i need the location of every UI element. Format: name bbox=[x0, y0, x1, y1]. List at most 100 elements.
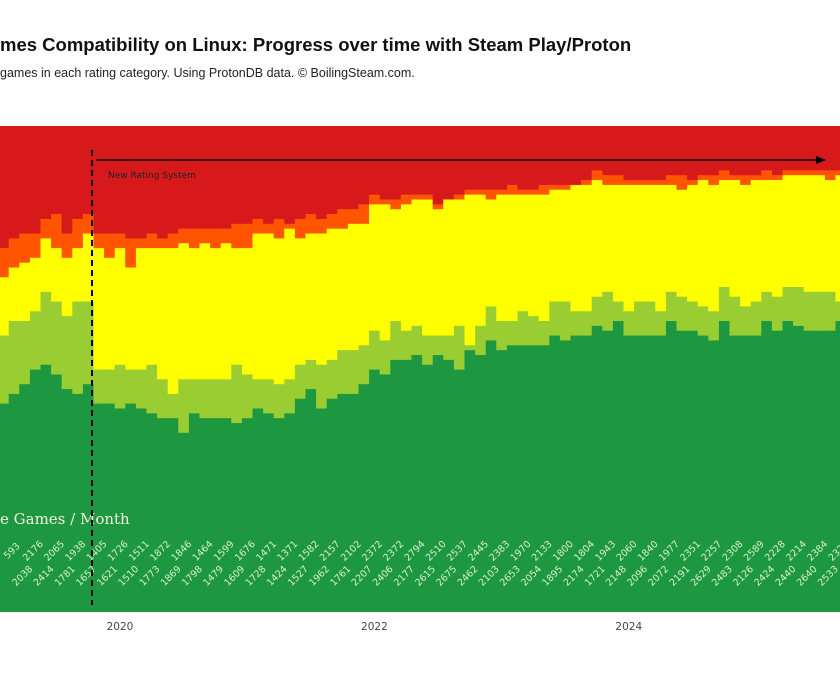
area-segment-3 bbox=[210, 228, 222, 249]
x-tick-label: 2022 bbox=[361, 621, 388, 633]
area-segment-1 bbox=[687, 300, 699, 331]
area-segment-1 bbox=[231, 364, 243, 424]
area-segment-4 bbox=[135, 126, 148, 239]
area-segment-4 bbox=[326, 126, 338, 215]
area-segment-4 bbox=[337, 126, 349, 210]
area-segment-4 bbox=[61, 126, 73, 234]
area-segment-1 bbox=[51, 300, 63, 375]
area-segment-0 bbox=[72, 393, 84, 612]
area-segment-3 bbox=[644, 179, 656, 185]
area-segment-2 bbox=[581, 184, 593, 312]
area-segment-4 bbox=[528, 126, 540, 190]
area-segment-0 bbox=[835, 320, 840, 612]
area-segment-1 bbox=[135, 369, 148, 409]
area-segment-4 bbox=[146, 126, 158, 234]
area-segment-1 bbox=[559, 300, 572, 341]
area-segment-0 bbox=[761, 320, 773, 612]
area-segment-4 bbox=[824, 126, 837, 171]
area-segment-1 bbox=[793, 286, 805, 326]
area-segment-1 bbox=[284, 378, 296, 414]
area-segment-1 bbox=[485, 305, 497, 341]
area-segment-4 bbox=[602, 126, 614, 176]
area-segment-4 bbox=[432, 126, 444, 205]
area-segment-0 bbox=[453, 369, 466, 612]
area-segment-4 bbox=[697, 126, 709, 176]
new-rating-label: New Rating System bbox=[108, 171, 196, 181]
area-segment-2 bbox=[326, 228, 338, 360]
area-segment-0 bbox=[390, 359, 402, 612]
area-segment-2 bbox=[475, 194, 487, 326]
area-segment-2 bbox=[665, 184, 678, 292]
area-segment-3 bbox=[718, 169, 731, 181]
area-segment-0 bbox=[294, 398, 307, 612]
area-segment-0 bbox=[506, 344, 519, 612]
area-segment-3 bbox=[771, 174, 784, 181]
area-segment-1 bbox=[644, 300, 656, 336]
area-segment-4 bbox=[390, 126, 402, 200]
area-segment-2 bbox=[464, 194, 476, 346]
area-segment-4 bbox=[273, 126, 285, 219]
area-segment-0 bbox=[824, 330, 837, 612]
area-segment-3 bbox=[591, 169, 603, 181]
area-segment-4 bbox=[517, 126, 529, 190]
area-segment-3 bbox=[241, 223, 254, 249]
area-segment-3 bbox=[803, 169, 815, 176]
area-segment-1 bbox=[581, 310, 593, 336]
area-segment-2 bbox=[612, 184, 625, 302]
area-segment-0 bbox=[220, 417, 232, 612]
area-segment-3 bbox=[506, 184, 519, 195]
area-segment-0 bbox=[337, 393, 349, 612]
area-segment-0 bbox=[114, 407, 126, 612]
area-segment-2 bbox=[740, 184, 752, 307]
area-segment-1 bbox=[570, 310, 582, 336]
area-segment-2 bbox=[104, 257, 116, 370]
area-segment-0 bbox=[485, 339, 497, 612]
area-segment-1 bbox=[316, 364, 328, 409]
area-segment-2 bbox=[0, 276, 10, 336]
area-segment-0 bbox=[814, 330, 826, 612]
area-segment-0 bbox=[231, 422, 243, 612]
area-segment-1 bbox=[72, 300, 84, 394]
area-segment-3 bbox=[263, 223, 275, 234]
area-segment-1 bbox=[422, 334, 434, 365]
area-segment-1 bbox=[157, 378, 169, 419]
area-segment-0 bbox=[273, 417, 285, 612]
area-segment-1 bbox=[178, 378, 190, 433]
area-segment-3 bbox=[496, 189, 508, 195]
area-segment-4 bbox=[241, 126, 254, 224]
area-segment-2 bbox=[231, 247, 243, 365]
area-segment-4 bbox=[220, 126, 232, 229]
area-segment-4 bbox=[559, 126, 572, 185]
area-segment-3 bbox=[93, 232, 105, 249]
area-segment-2 bbox=[157, 247, 169, 380]
area-segment-0 bbox=[676, 330, 688, 612]
area-segment-3 bbox=[581, 179, 593, 185]
area-segment-3 bbox=[761, 169, 773, 181]
area-segment-1 bbox=[676, 296, 688, 331]
area-segment-1 bbox=[8, 320, 20, 394]
area-segment-3 bbox=[294, 218, 307, 239]
area-segment-1 bbox=[411, 325, 423, 356]
area-segment-0 bbox=[199, 417, 211, 612]
area-segment-0 bbox=[379, 373, 391, 612]
area-segment-2 bbox=[220, 242, 232, 380]
area-segment-4 bbox=[19, 126, 31, 234]
area-segment-4 bbox=[538, 126, 550, 185]
area-segment-3 bbox=[559, 184, 572, 190]
area-segment-0 bbox=[51, 373, 63, 612]
area-segment-1 bbox=[528, 315, 540, 346]
area-segment-4 bbox=[284, 126, 296, 224]
area-segment-4 bbox=[263, 126, 275, 224]
area-segment-3 bbox=[231, 223, 243, 249]
area-segment-0 bbox=[125, 403, 137, 612]
area-segment-3 bbox=[665, 174, 678, 185]
area-segment-0 bbox=[326, 398, 338, 612]
area-segment-0 bbox=[740, 334, 752, 612]
area-segment-3 bbox=[358, 203, 370, 224]
area-segment-2 bbox=[602, 184, 614, 292]
area-segment-1 bbox=[814, 291, 826, 331]
area-segment-2 bbox=[178, 242, 190, 380]
area-segment-4 bbox=[687, 126, 699, 181]
area-segment-4 bbox=[793, 126, 805, 171]
